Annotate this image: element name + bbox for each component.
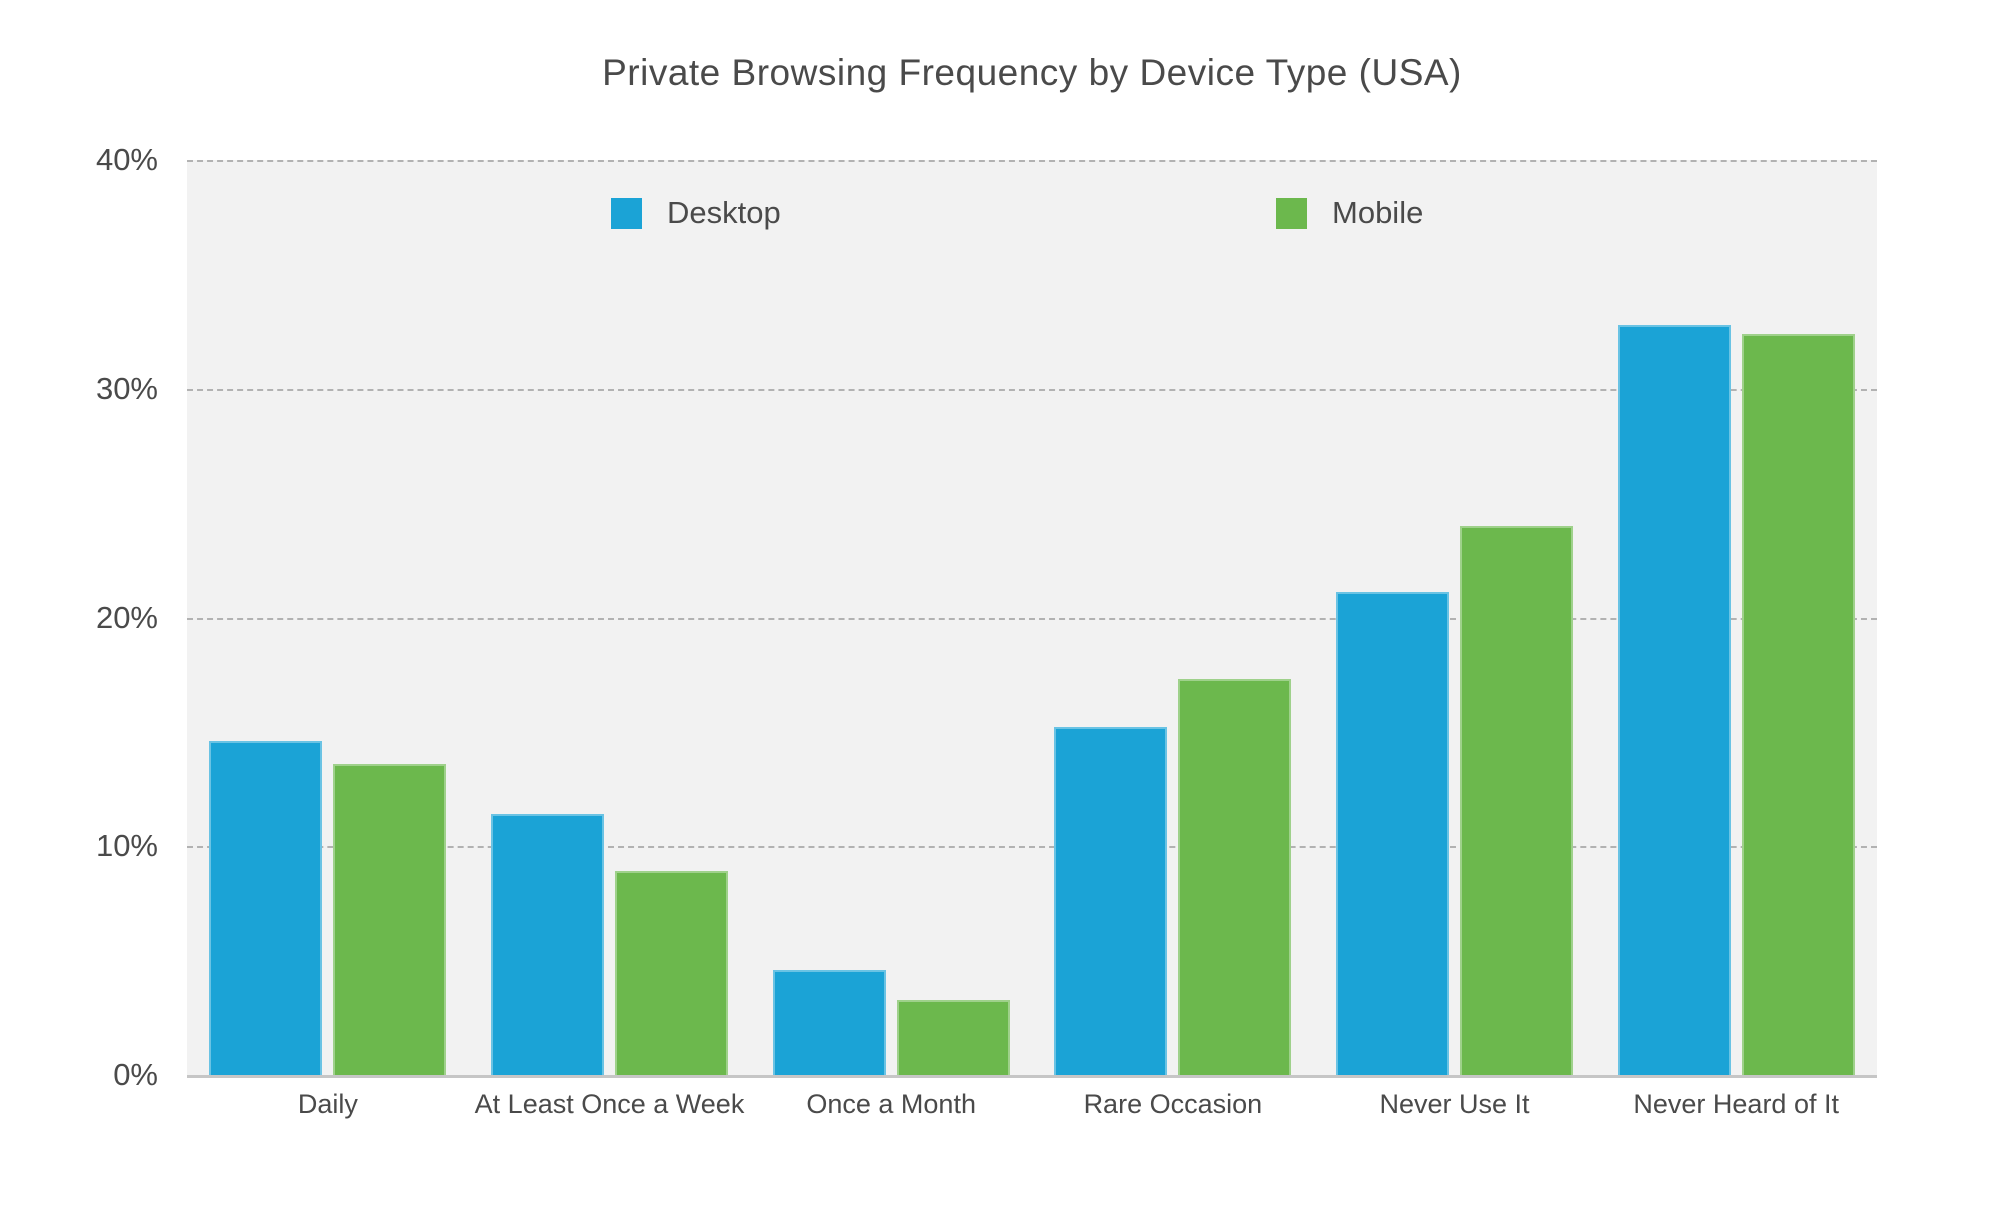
legend-item-mobile: Mobile [1276,195,1423,231]
gridline-40% [187,160,1877,162]
bar-desktop-never-heard-of-it [1617,324,1731,1075]
bar-group-rare-occasion [1032,160,1314,1075]
bar-group-at-least-once-a-week [469,160,751,1075]
x-category-label-daily: Daily [297,1089,358,1119]
bar-desktop-rare-occasion [1054,727,1168,1075]
gridline-10% [187,846,1877,849]
gridline-20% [187,617,1877,620]
y-tick-label-20%: 20% [95,599,158,635]
bar-mobile-daily [333,763,447,1075]
y-tick-label-10%: 10% [95,828,158,864]
bar-mobile-at-least-once-a-week [615,871,728,1075]
legend-swatch-desktop [611,197,642,229]
gridline-30% [187,388,1877,391]
legend-label-mobile: Mobile [1332,195,1424,230]
x-category-label-never-use-it: Never Use It [1379,1089,1530,1119]
y-axis-tick-labels: 40% 30% 20% 10% 0% [0,142,158,1092]
bar-mobile-never-heard-of-it [1741,333,1855,1075]
x-category-label-at-least-once-a-week: At Least Once a Week [474,1089,745,1119]
chart-title: Private Browsing Frequency by Device Typ… [602,52,1462,93]
bar-group-daily [187,160,469,1075]
bar-group-never-heard-of-it [1595,160,1877,1075]
bar-mobile-rare-occasion [1178,679,1292,1075]
bar-mobile-once-a-month [896,999,1010,1075]
plot-area: Desktop Mobile [187,160,1877,1075]
bar-desktop-daily [209,741,323,1075]
legend-label-desktop: Desktop [667,195,781,230]
legend-swatch-mobile [1276,197,1307,229]
x-axis-line [187,1075,1877,1078]
y-tick-label-0%: 0% [113,1057,158,1092]
x-category-label-once-a-month: Once a Month [806,1089,976,1119]
bar-desktop-once-a-month [772,969,886,1075]
bar-group-never-use-it [1314,160,1596,1075]
chart-legend: Desktop Mobile [187,195,1877,235]
y-tick-label-30%: 30% [95,370,158,406]
bar-mobile-never-use-it [1460,526,1574,1075]
bar-desktop-never-use-it [1336,592,1450,1075]
bars-container [187,160,1877,1075]
x-axis-category-labels: Daily At Least Once a Week Once a Month Rar… [187,1089,1877,1120]
y-tick-label-40%: 40% [95,142,158,177]
x-category-label-never-heard-of-it: Never Heard of It [1633,1089,1839,1119]
legend-item-desktop: Desktop [611,195,781,231]
bar-desktop-at-least-once-a-week [491,814,604,1075]
x-category-label-rare-occasion: Rare Occasion [1083,1089,1263,1119]
bar-group-once-a-month [750,160,1032,1075]
